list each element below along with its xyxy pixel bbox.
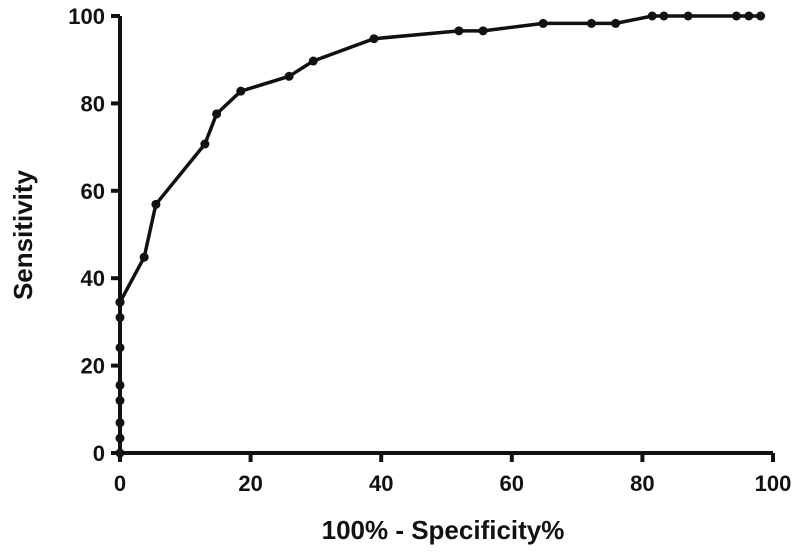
roc-data-point: [659, 11, 669, 21]
roc-data-point: [369, 34, 379, 44]
y-axis-title: Sensitivity: [8, 169, 38, 300]
x-tick-label: 20: [238, 471, 262, 496]
y-tick-label: 40: [81, 266, 105, 291]
roc-data-point: [115, 343, 125, 353]
roc-data-point: [586, 18, 596, 28]
series-group: [115, 11, 766, 458]
roc-data-point: [308, 56, 318, 66]
roc-data-point: [478, 26, 488, 36]
roc-data-point: [683, 11, 693, 21]
roc-data-point: [139, 252, 149, 262]
roc-data-point: [236, 86, 246, 96]
y-tick-label: 80: [81, 91, 105, 116]
x-tick-label: 60: [500, 471, 524, 496]
y-tick-label: 100: [68, 4, 105, 29]
roc-data-point: [115, 297, 125, 307]
roc-data-point: [611, 18, 621, 28]
roc-data-point: [115, 433, 125, 443]
roc-data-point: [647, 11, 657, 21]
roc-data-point: [200, 139, 210, 149]
x-axis-ticks: 0 20 40 60 80 100: [114, 453, 791, 496]
axes: [118, 16, 773, 455]
roc-data-point: [731, 11, 741, 21]
roc-data-point: [212, 109, 222, 119]
roc-data-point: [454, 26, 464, 36]
roc-data-point: [284, 71, 294, 81]
x-tick-label: 0: [114, 471, 126, 496]
roc-data-point: [115, 418, 125, 428]
roc-data-point: [115, 380, 125, 390]
x-axis-title: 100% - Specificity%: [322, 515, 565, 545]
y-tick-label: 20: [81, 354, 105, 379]
roc-data-point: [115, 448, 125, 458]
x-tick-label: 80: [630, 471, 654, 496]
roc-curve-line: [118, 14, 761, 453]
roc-data-point: [151, 199, 161, 209]
roc-data-point: [115, 396, 125, 406]
roc-data-point: [115, 313, 125, 323]
y-tick-label: 0: [93, 441, 105, 466]
x-tick-label: 40: [369, 471, 393, 496]
y-axis-ticks: 0 20 40 60 80 100: [68, 4, 120, 466]
roc-data-point: [538, 18, 548, 28]
x-tick-label: 100: [755, 471, 792, 496]
roc-data-point: [756, 11, 766, 21]
roc-data-point: [744, 11, 754, 21]
y-tick-label: 60: [81, 179, 105, 204]
